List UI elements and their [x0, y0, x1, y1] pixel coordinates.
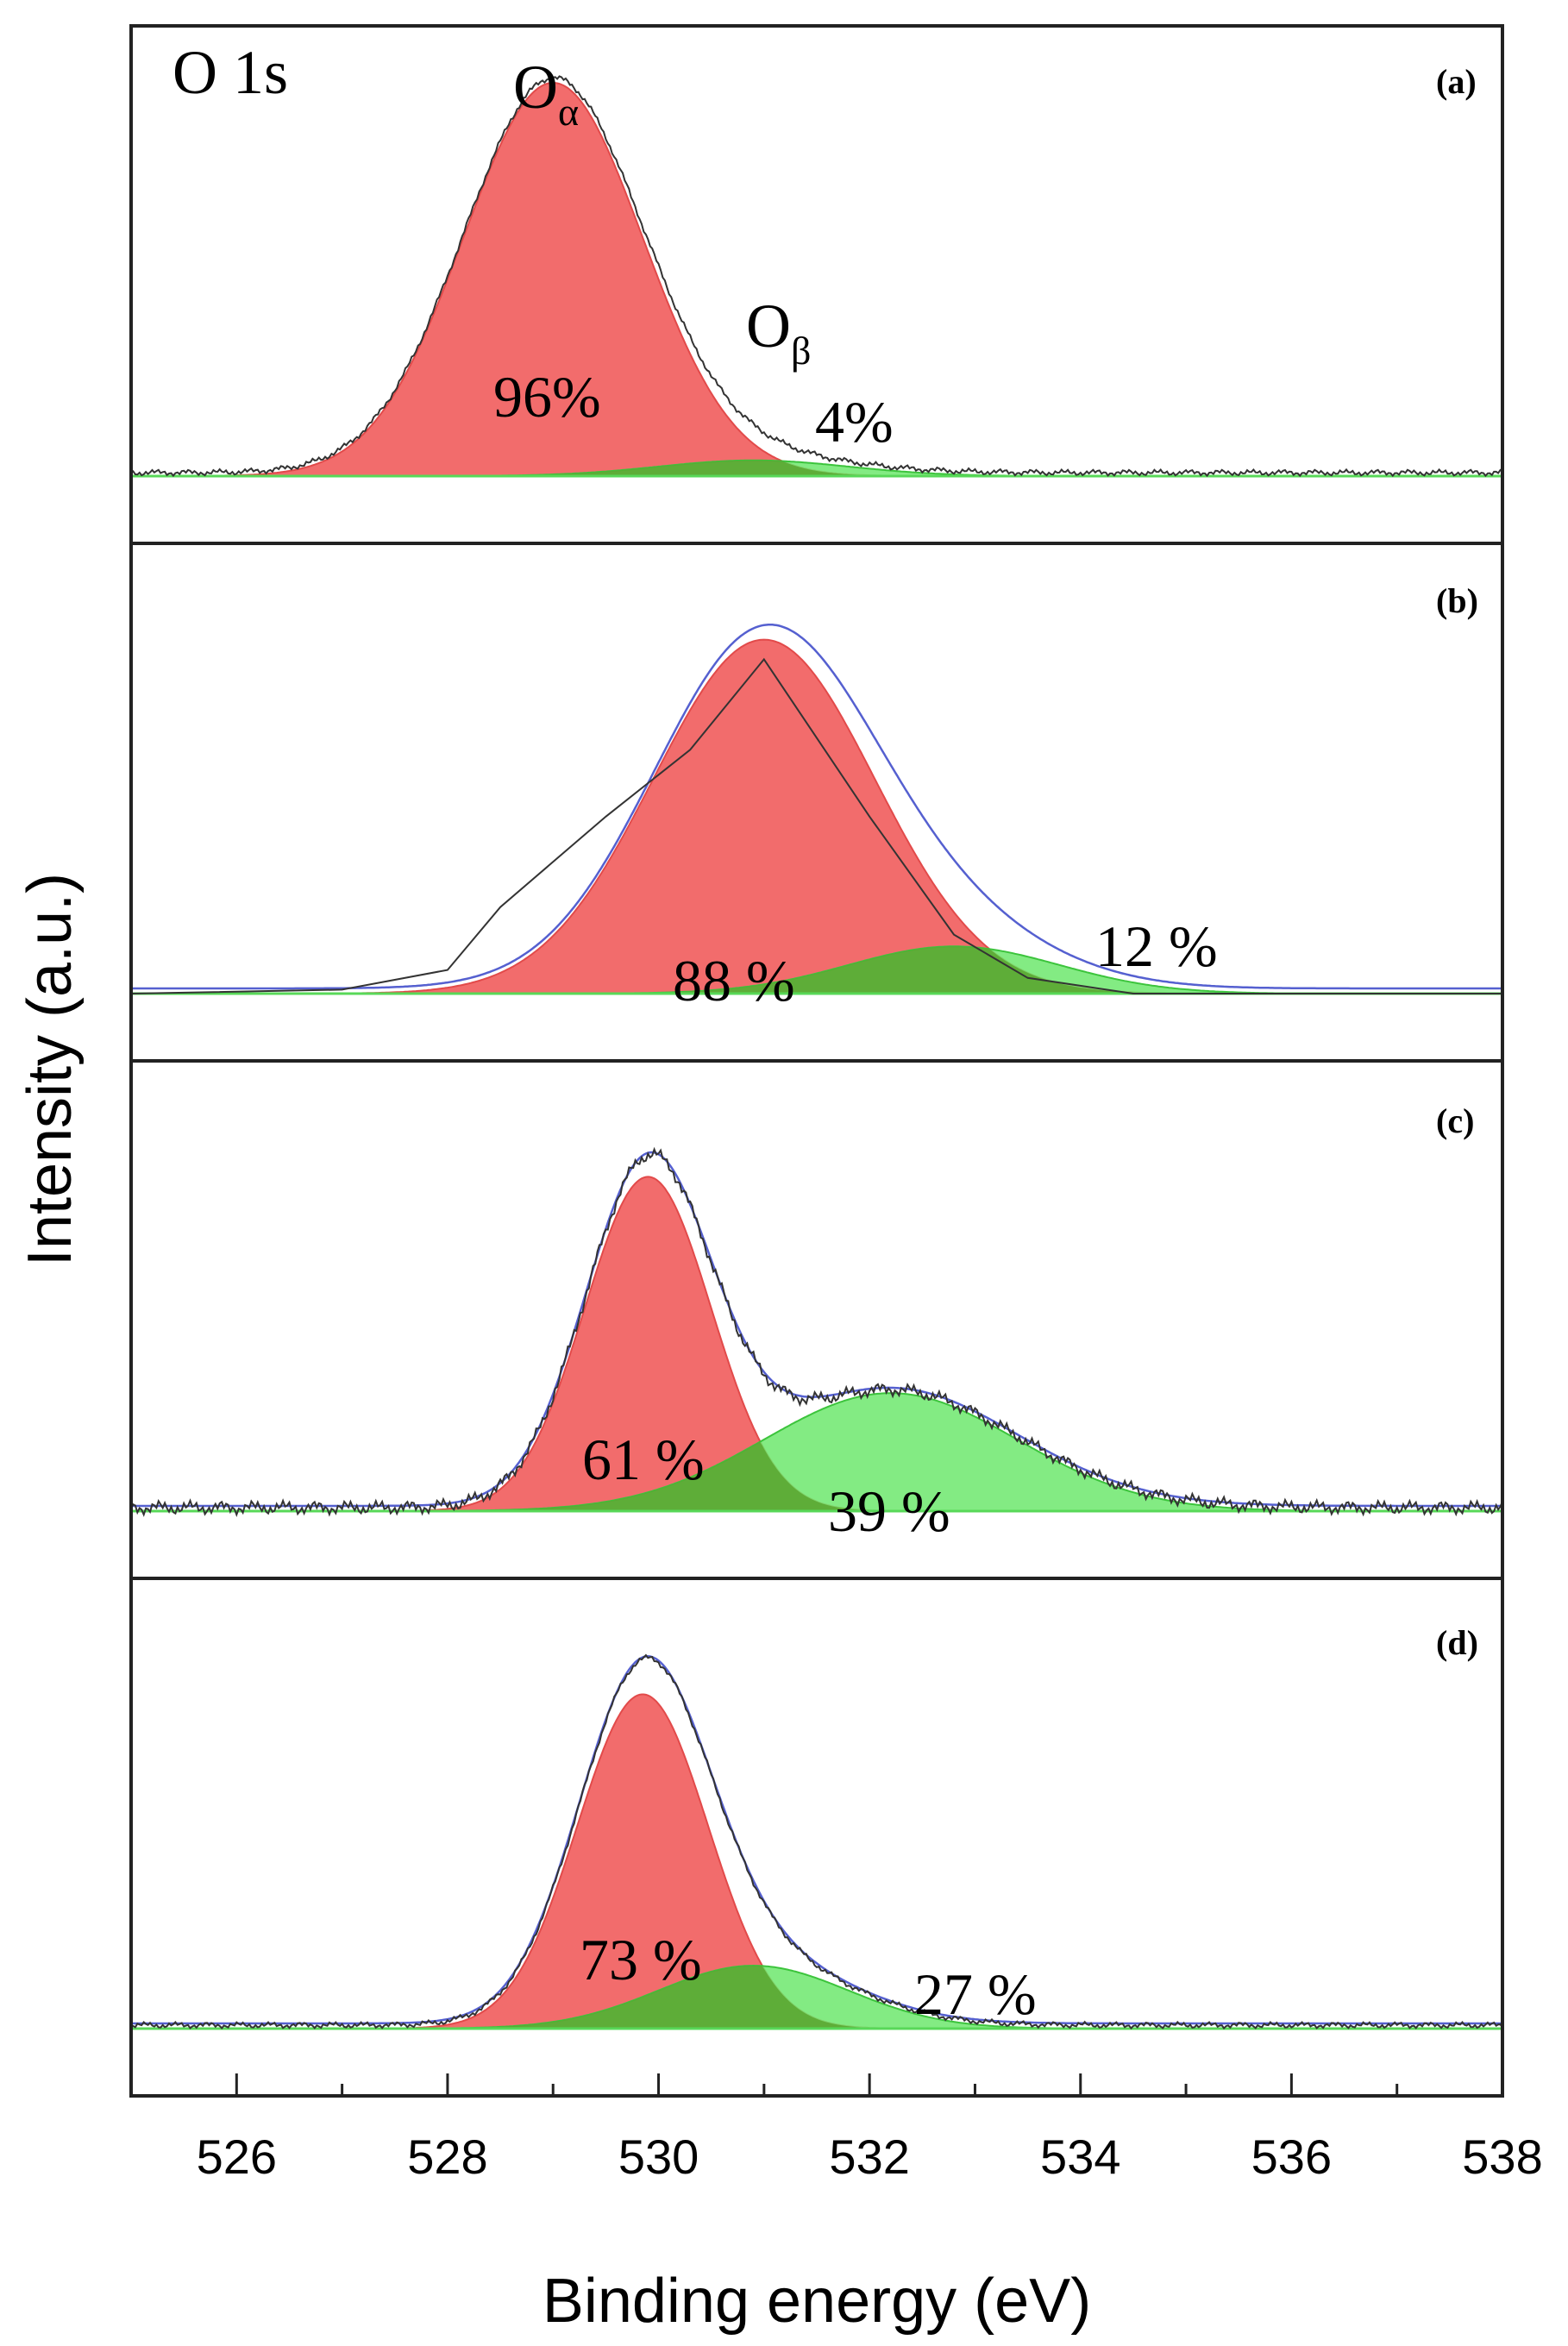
panel-c-alpha-percent: 61 % — [582, 1427, 705, 1492]
x-tick-label: 532 — [829, 2130, 909, 2184]
y-axis-title: Intensity (a.u.) — [16, 873, 85, 1266]
x-axis: 526 528 530 532 534 536 538 — [129, 2073, 1543, 2184]
element-label: O 1s — [172, 38, 288, 107]
panel-d-alpha-percent: 73 % — [580, 1927, 702, 1992]
panel-d-label: (d) — [1436, 1623, 1478, 1662]
panel-d-experimental-curve — [130, 1653, 1503, 2030]
x-tick-label: 538 — [1462, 2130, 1542, 2184]
panel-d-beta-percent: 27 % — [914, 1961, 1037, 2027]
panel-a-beta-percent: 4% — [815, 389, 894, 455]
panel-a-alpha-percent: 96% — [493, 364, 601, 430]
x-tick-label: 536 — [1251, 2130, 1332, 2184]
panel-b-envelope — [131, 623, 1502, 990]
x-tick-label: 528 — [407, 2130, 487, 2184]
panel-a-overlap-fill — [131, 460, 1502, 476]
x-tick-label: 534 — [1040, 2130, 1120, 2184]
panel-d: (d) 73 % 27 % — [129, 1577, 1504, 2098]
panel-d-frame — [129, 1577, 1504, 2098]
x-axis-title: Binding energy (eV) — [543, 2267, 1091, 2336]
panel-a-label: (a) — [1436, 62, 1477, 101]
panel-b-beta-percent: 12 % — [1095, 913, 1218, 979]
x-tick-label: 530 — [618, 2130, 699, 2184]
panel-c-beta-percent: 39 % — [828, 1478, 950, 1544]
panel-b-label: (b) — [1436, 581, 1478, 620]
panel-a-experimental-curve — [130, 75, 1503, 478]
panel-b-experimental-curve — [130, 657, 1502, 994]
panel-c: (c) 61 % 39 % — [129, 1059, 1504, 1580]
panel-b-alpha-percent: 88 % — [673, 948, 795, 1013]
panel-c-label: (c) — [1436, 1101, 1474, 1140]
panel-c-experimental-curve — [130, 1146, 1503, 1517]
x-tick-label: 526 — [197, 2130, 277, 2184]
panel-b-overlap-fill — [131, 946, 1502, 994]
